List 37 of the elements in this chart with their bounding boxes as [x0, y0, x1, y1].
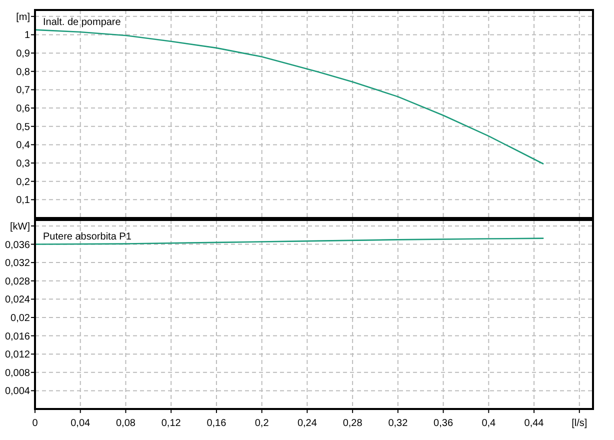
x-tick-label: 0,08	[116, 418, 136, 429]
x-tick-label: 0,12	[161, 418, 182, 429]
y-tick-label: 0,4	[16, 140, 30, 152]
y-tick-label: 0,3	[16, 158, 30, 170]
x-tick-label: [l/s]	[572, 418, 588, 429]
x-tick-label: 0,44	[524, 418, 544, 429]
y-tick-label: 0,6	[16, 104, 30, 115]
x-tick-label: 0	[32, 418, 38, 429]
y-tick-label: [m]	[16, 12, 30, 23]
y-tick-label: 0,9	[16, 48, 30, 60]
y-tick-label: 0,036	[4, 240, 30, 251]
y-tick-label: 0,032	[4, 258, 30, 270]
x-tick-label: 0,28	[342, 418, 363, 429]
y-tick-label: 0,004	[4, 386, 30, 398]
x-tick-label: 0,36	[434, 418, 454, 429]
series-label: Putere absorbita P1	[43, 231, 132, 242]
line-series	[34, 29, 544, 164]
y-tick-label: 0,024	[4, 294, 30, 306]
y-tick-label: 0,008	[4, 368, 30, 379]
y-tick-label: 1	[24, 30, 30, 42]
x-tick-label: 0,4	[482, 418, 496, 429]
x-tick-label: 0,2	[254, 418, 270, 429]
x-tick-label: 0,04	[70, 418, 91, 429]
y-tick-label: 0,016	[4, 331, 30, 342]
series-label: Inalt. de pompare	[43, 16, 122, 28]
y-tick-label: 0,012	[4, 350, 30, 361]
x-tick-label: 0,16	[206, 418, 227, 429]
y-tick-label: 0,5	[16, 122, 30, 133]
x-tick-label: 0,32	[388, 418, 408, 429]
y-tick-label: 0,1	[16, 195, 30, 206]
y-tick-label: 0,02	[10, 312, 30, 324]
y-tick-label: 0,028	[4, 276, 30, 288]
y-tick-label: 0,8	[16, 66, 30, 78]
x-tick-label: 0,24	[297, 418, 318, 429]
y-tick-label: [kW]	[10, 221, 30, 232]
y-tick-label: 0,7	[16, 85, 30, 96]
y-tick-label: 0,2	[16, 176, 30, 188]
